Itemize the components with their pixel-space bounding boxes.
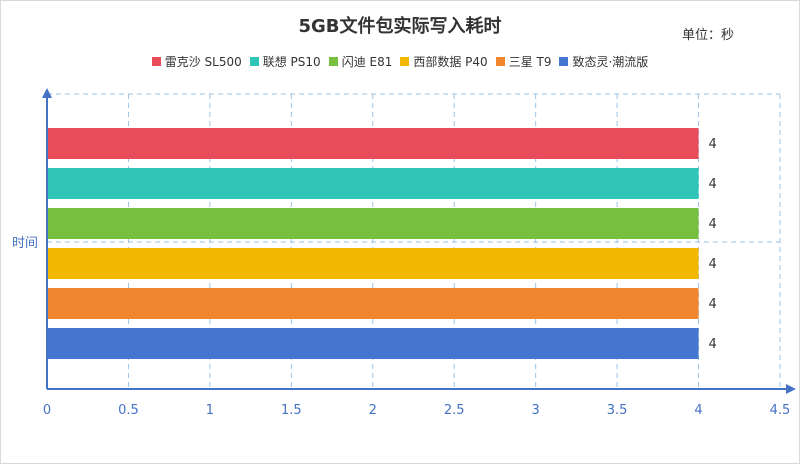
bar <box>47 288 699 319</box>
legend-swatch <box>328 57 338 66</box>
legend-label: 闪迪 E81 <box>341 55 393 69</box>
chart-title: 5GB文件包实际写入耗时 <box>298 16 502 37</box>
x-tick-label: 0.5 <box>118 403 139 418</box>
x-tick-label: 2.5 <box>444 403 465 418</box>
legend-label: 雷克沙 SL500 <box>164 55 242 69</box>
legend-label: 三星 T9 <box>508 55 552 69</box>
bar-value-label: 4 <box>709 217 717 232</box>
bar <box>47 208 699 239</box>
legend-swatch <box>249 57 259 66</box>
x-tick-label: 0 <box>43 403 51 418</box>
legend-swatch <box>495 57 505 66</box>
bar-value-label: 4 <box>709 297 717 312</box>
legend-item: 联想 PS10 <box>249 53 321 70</box>
legend-swatch <box>400 57 410 66</box>
bar-value-label: 4 <box>709 257 717 272</box>
x-tick-label: 3 <box>532 403 540 418</box>
x-tick-label: 4 <box>694 403 702 418</box>
bar-value-label: 4 <box>709 337 717 352</box>
legend-item: 西部数据 P40 <box>400 53 488 70</box>
unit-label: 单位：秒 <box>682 28 735 43</box>
bar-value-label: 4 <box>709 137 717 152</box>
legend-label: 联想 PS10 <box>262 55 321 69</box>
legend-label: 西部数据 P40 <box>413 55 488 69</box>
x-tick-label: 2 <box>369 403 377 418</box>
legend-item: 闪迪 E81 <box>328 53 393 70</box>
x-tick-label: 4.5 <box>770 403 791 418</box>
legend-label: 致态灵·潮流版 <box>572 55 649 69</box>
bar <box>47 328 699 359</box>
y-axis-arrow-icon <box>42 88 52 98</box>
y-axis-label: 时间 <box>12 236 38 251</box>
x-tick-label: 1 <box>206 403 214 418</box>
bar <box>47 128 699 159</box>
bar <box>47 248 699 279</box>
legend-item: 致态灵·潮流版 <box>559 53 648 70</box>
legend-swatch <box>559 57 569 66</box>
x-tick-label: 1.5 <box>281 403 302 418</box>
legend-item: 雷克沙 SL500 <box>151 53 242 70</box>
bar-value-label: 4 <box>709 177 717 192</box>
x-axis-arrow-icon <box>786 384 796 394</box>
legend-item: 三星 T9 <box>495 53 552 70</box>
bar <box>47 168 699 199</box>
x-tick-label: 3.5 <box>607 403 628 418</box>
legend: 雷克沙 SL500 联想 PS10 闪迪 E81 西部数据 P40 三星 T9 致态灵·潮… <box>0 53 800 70</box>
legend-swatch <box>151 57 161 66</box>
